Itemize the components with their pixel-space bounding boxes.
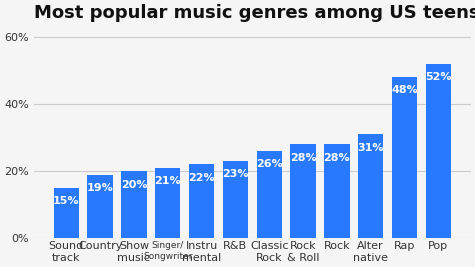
Text: 48%: 48% (391, 85, 418, 95)
Bar (189, 164, 214, 238)
Text: 15%: 15% (53, 197, 80, 206)
Bar (87, 175, 113, 238)
Bar (256, 151, 282, 238)
Text: 52%: 52% (425, 72, 452, 82)
Text: 26%: 26% (256, 159, 283, 169)
Bar (392, 77, 417, 238)
Bar (155, 168, 180, 238)
Text: 28%: 28% (290, 153, 316, 163)
Text: 19%: 19% (87, 183, 114, 193)
Text: 31%: 31% (357, 143, 384, 152)
Text: 23%: 23% (222, 170, 248, 179)
Bar (324, 144, 350, 238)
Text: 20%: 20% (121, 180, 147, 190)
Bar (426, 64, 451, 238)
Text: 28%: 28% (323, 153, 350, 163)
Bar (54, 188, 79, 238)
Text: 21%: 21% (154, 176, 181, 186)
Text: Most popular music genres among US teens: Most popular music genres among US teens (34, 4, 475, 22)
Bar (223, 161, 248, 238)
Bar (121, 171, 147, 238)
Bar (358, 134, 383, 238)
Bar (290, 144, 316, 238)
Text: 22%: 22% (188, 173, 215, 183)
